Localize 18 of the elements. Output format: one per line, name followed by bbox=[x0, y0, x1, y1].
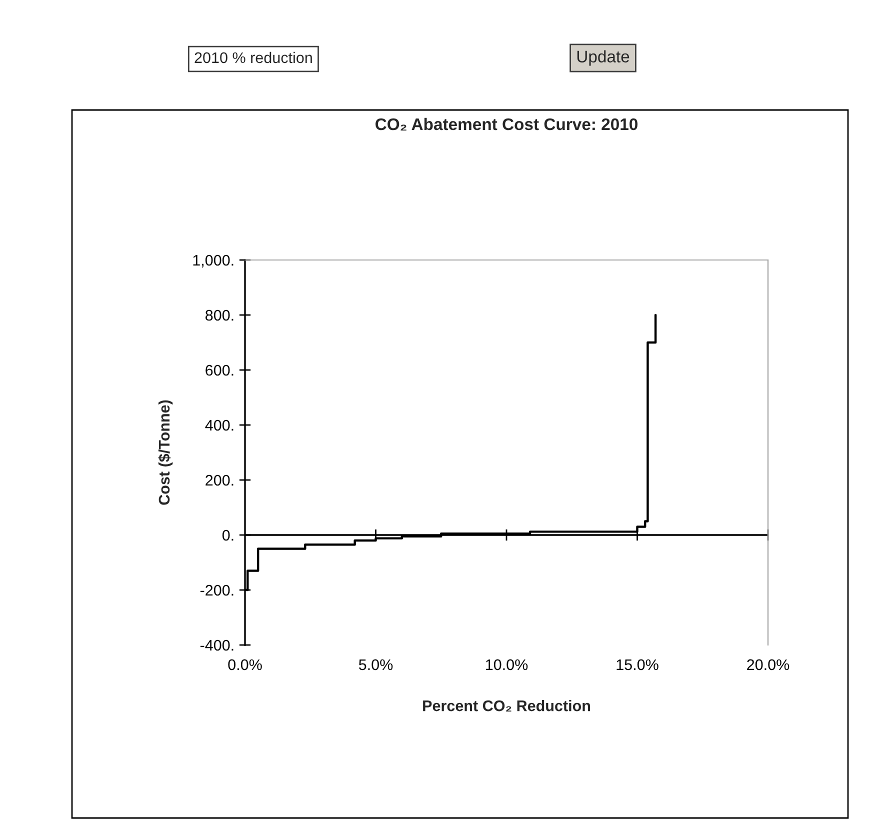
text: 2010 % reduction bbox=[194, 52, 312, 64]
y-tick-label: 400. bbox=[205, 420, 234, 431]
y-tick-label: 600. bbox=[206, 364, 234, 376]
y-tick-label: 800. bbox=[206, 310, 234, 321]
y-tick-label: 1,000. bbox=[193, 254, 234, 268]
y-tick-label: -400. bbox=[200, 640, 234, 651]
y-axis-title: Cost ($/Tonne) bbox=[158, 400, 173, 505]
x-tick-label: 5.0% bbox=[358, 659, 393, 670]
x-tick-label: 15.0% bbox=[616, 659, 658, 670]
y-tick-label: 0. bbox=[222, 530, 234, 541]
x-axis-title: Percent CO₂ Reduction bbox=[423, 700, 590, 712]
x-tick-label: 20.0% bbox=[747, 659, 790, 670]
text: Update bbox=[577, 50, 630, 66]
y-tick-label: -200. bbox=[200, 584, 234, 596]
x-tick-label: 10.0% bbox=[486, 659, 528, 670]
chart-title: CO₂ Abatement Cost Curve: 2010 bbox=[376, 118, 638, 131]
y-tick-label: 200. bbox=[206, 474, 234, 486]
x-tick-label: 0.0% bbox=[228, 659, 262, 670]
